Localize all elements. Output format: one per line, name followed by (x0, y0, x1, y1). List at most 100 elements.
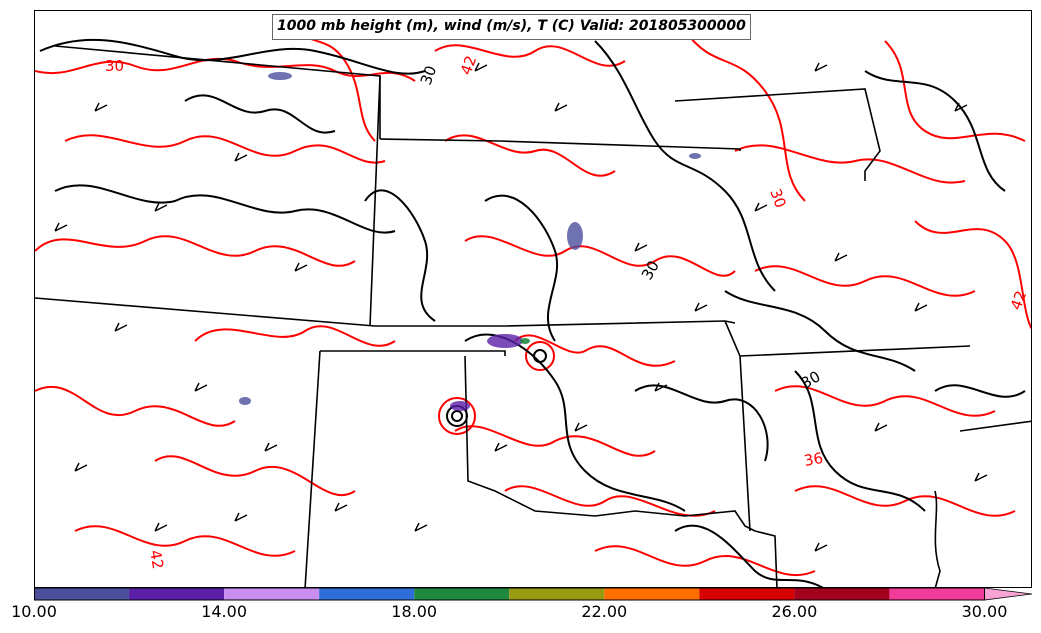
wind-barb (814, 542, 828, 552)
wind-barb (874, 422, 888, 432)
wind-barbs (54, 62, 988, 552)
wind-barb (554, 102, 568, 112)
colorbar-tick-label: 22.00 (581, 602, 628, 621)
shaded-cell (268, 72, 292, 80)
shaded-cell (487, 334, 523, 348)
colorbar-bin (794, 588, 890, 600)
state-border (754, 530, 778, 587)
height-contour (184, 94, 336, 134)
contour-label: 42 (1007, 288, 1030, 312)
height-contour (934, 384, 1026, 398)
temp-contour (464, 235, 736, 277)
colorbar-tick-label: 10.00 (11, 602, 57, 621)
wind-barb (114, 322, 128, 332)
height-contour (364, 189, 436, 322)
map-title: 1000 mb height (m), wind (m/s), T (C) Va… (272, 14, 751, 40)
contour-label: 30 (105, 57, 124, 75)
shaded-cell (239, 397, 251, 405)
temp-contour (434, 44, 626, 67)
state-border (320, 350, 506, 356)
state-borders (35, 45, 1031, 587)
colorbar-bin (319, 588, 415, 600)
temp-cell (438, 397, 476, 435)
temp-contour (914, 220, 1031, 330)
wind-barb (234, 512, 248, 522)
height-contour (464, 333, 686, 512)
height-contour (864, 70, 1006, 192)
colorbar-bins (34, 587, 1032, 601)
colorbar-bin (34, 588, 130, 600)
contour-label: 30 (417, 63, 440, 87)
wind-barb (654, 382, 668, 392)
wind-barb (74, 462, 88, 472)
state-border (739, 345, 971, 357)
wind-barb (814, 62, 828, 72)
height-contour (39, 38, 426, 75)
wind-barb (414, 522, 428, 532)
height-contour (674, 524, 824, 587)
wind-barb (334, 502, 348, 512)
contour-labels: 30 30 30 30 30 42 42 42 36 (105, 53, 1030, 570)
state-border (379, 138, 741, 151)
shaded-cell (567, 222, 583, 250)
shaded-cell (520, 338, 530, 344)
temp-contour (74, 525, 296, 557)
height-contour (54, 184, 396, 234)
wind-barb (974, 472, 988, 482)
temp-contour (514, 334, 676, 367)
low-center (451, 410, 463, 422)
state-border (35, 297, 736, 327)
wind-barb (914, 302, 928, 312)
map-panel: 30 30 30 30 30 42 42 42 36 (34, 10, 1032, 588)
state-border (369, 75, 381, 327)
wind-barb (154, 202, 168, 212)
contour-label: 36 (803, 449, 825, 470)
height-contour (794, 370, 926, 512)
shaded-cell (450, 401, 470, 411)
temp-contour (64, 134, 386, 164)
wind-barb (634, 242, 648, 252)
state-border (934, 490, 941, 587)
colorbar-tick-label: 30.00 (961, 602, 1008, 621)
colorbar-bin (604, 588, 700, 600)
contour-label: 42 (146, 549, 167, 571)
colorbar-bin (224, 588, 320, 600)
wind-barb (234, 152, 248, 162)
state-border (724, 320, 751, 532)
state-border (304, 350, 321, 587)
temperature-contours (35, 15, 1031, 577)
temp-contour (774, 385, 996, 417)
temp-contour (734, 144, 966, 184)
temp-contour (35, 385, 236, 427)
state-border (959, 420, 1031, 432)
height-contour (724, 290, 916, 372)
colorbar-outline (34, 587, 985, 601)
wind-barb (154, 522, 168, 532)
colorbar-bin (414, 588, 510, 600)
shaded-cell (689, 153, 701, 159)
wind-barb (694, 302, 708, 312)
colorbar-tick-label: 26.00 (771, 602, 818, 621)
contour-label: 42 (457, 53, 480, 77)
wind-barb (474, 62, 488, 72)
temp-contour (684, 30, 806, 202)
height-contour (484, 194, 559, 342)
wind-barb (574, 422, 588, 432)
height-contour (594, 40, 776, 292)
low-center (533, 349, 547, 363)
colorbar-bin (129, 588, 225, 600)
temp-contour (454, 425, 656, 457)
temp-contour (754, 265, 976, 297)
temp-contour (35, 58, 416, 82)
colorbar-bin (889, 588, 985, 600)
colorbar-bin (699, 588, 795, 600)
colorbar-tick-label: 14.00 (201, 602, 247, 621)
wind-barb (264, 442, 278, 452)
temp-contour (504, 485, 716, 517)
temp-contour (794, 485, 1016, 517)
state-border (464, 355, 756, 532)
wind-barb (834, 252, 848, 262)
wind-barb (954, 102, 968, 112)
colorbar (34, 587, 1032, 601)
map-canvas: 30 30 30 30 30 42 42 42 36 (35, 15, 1031, 587)
